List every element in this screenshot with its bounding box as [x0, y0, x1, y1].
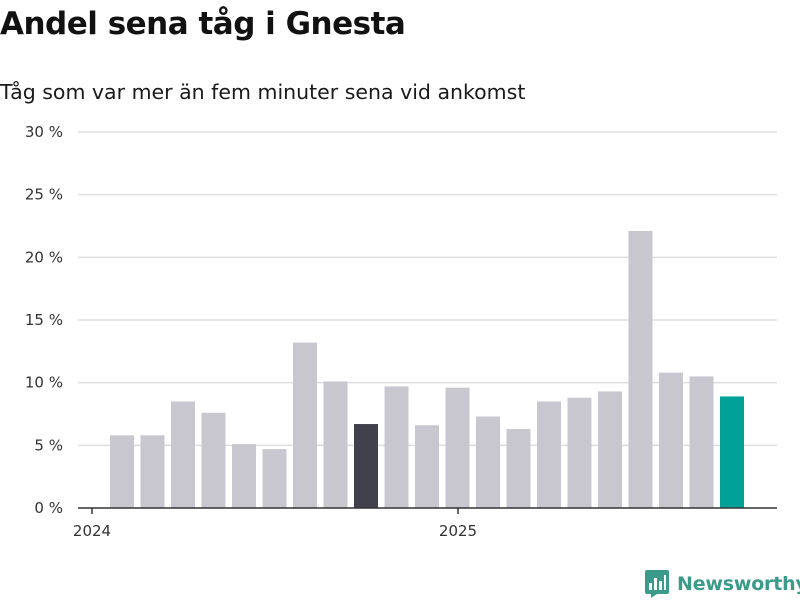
bar [537, 401, 561, 508]
bar [232, 444, 256, 508]
bar [628, 231, 653, 508]
brand-logo: Newsworthy [645, 570, 800, 598]
bar [415, 425, 439, 508]
chart-subtitle: Tåg som var mer än fem minuter sena vid … [0, 80, 526, 104]
bar [293, 342, 317, 508]
y-tick-label: 30 % [25, 123, 63, 141]
y-tick-label: 25 % [25, 186, 63, 204]
x-tick-label: 2024 [73, 522, 111, 540]
y-tick-label: 15 % [25, 311, 63, 329]
bar [689, 376, 714, 508]
bar [323, 381, 348, 508]
bar-chart-icon [645, 570, 669, 598]
bar [598, 391, 622, 508]
bar [720, 396, 744, 508]
bar [140, 435, 165, 508]
bar [567, 397, 592, 508]
bar [110, 435, 134, 508]
bar [201, 412, 226, 508]
bar [262, 449, 287, 508]
bar [506, 429, 531, 508]
chart-title: Andel sena tåg i Gnesta [0, 6, 406, 42]
bar [445, 387, 470, 508]
bar [171, 401, 195, 508]
y-tick-label: 0 % [34, 499, 63, 517]
bar [384, 386, 409, 508]
brand-name: Newsworthy [677, 573, 800, 595]
bar [659, 372, 683, 508]
y-tick-label: 20 % [25, 248, 63, 266]
y-tick-label: 5 % [34, 436, 63, 454]
bar [476, 416, 500, 508]
bar [354, 424, 378, 508]
y-tick-label: 10 % [25, 374, 63, 392]
x-tick-label: 2025 [439, 522, 477, 540]
